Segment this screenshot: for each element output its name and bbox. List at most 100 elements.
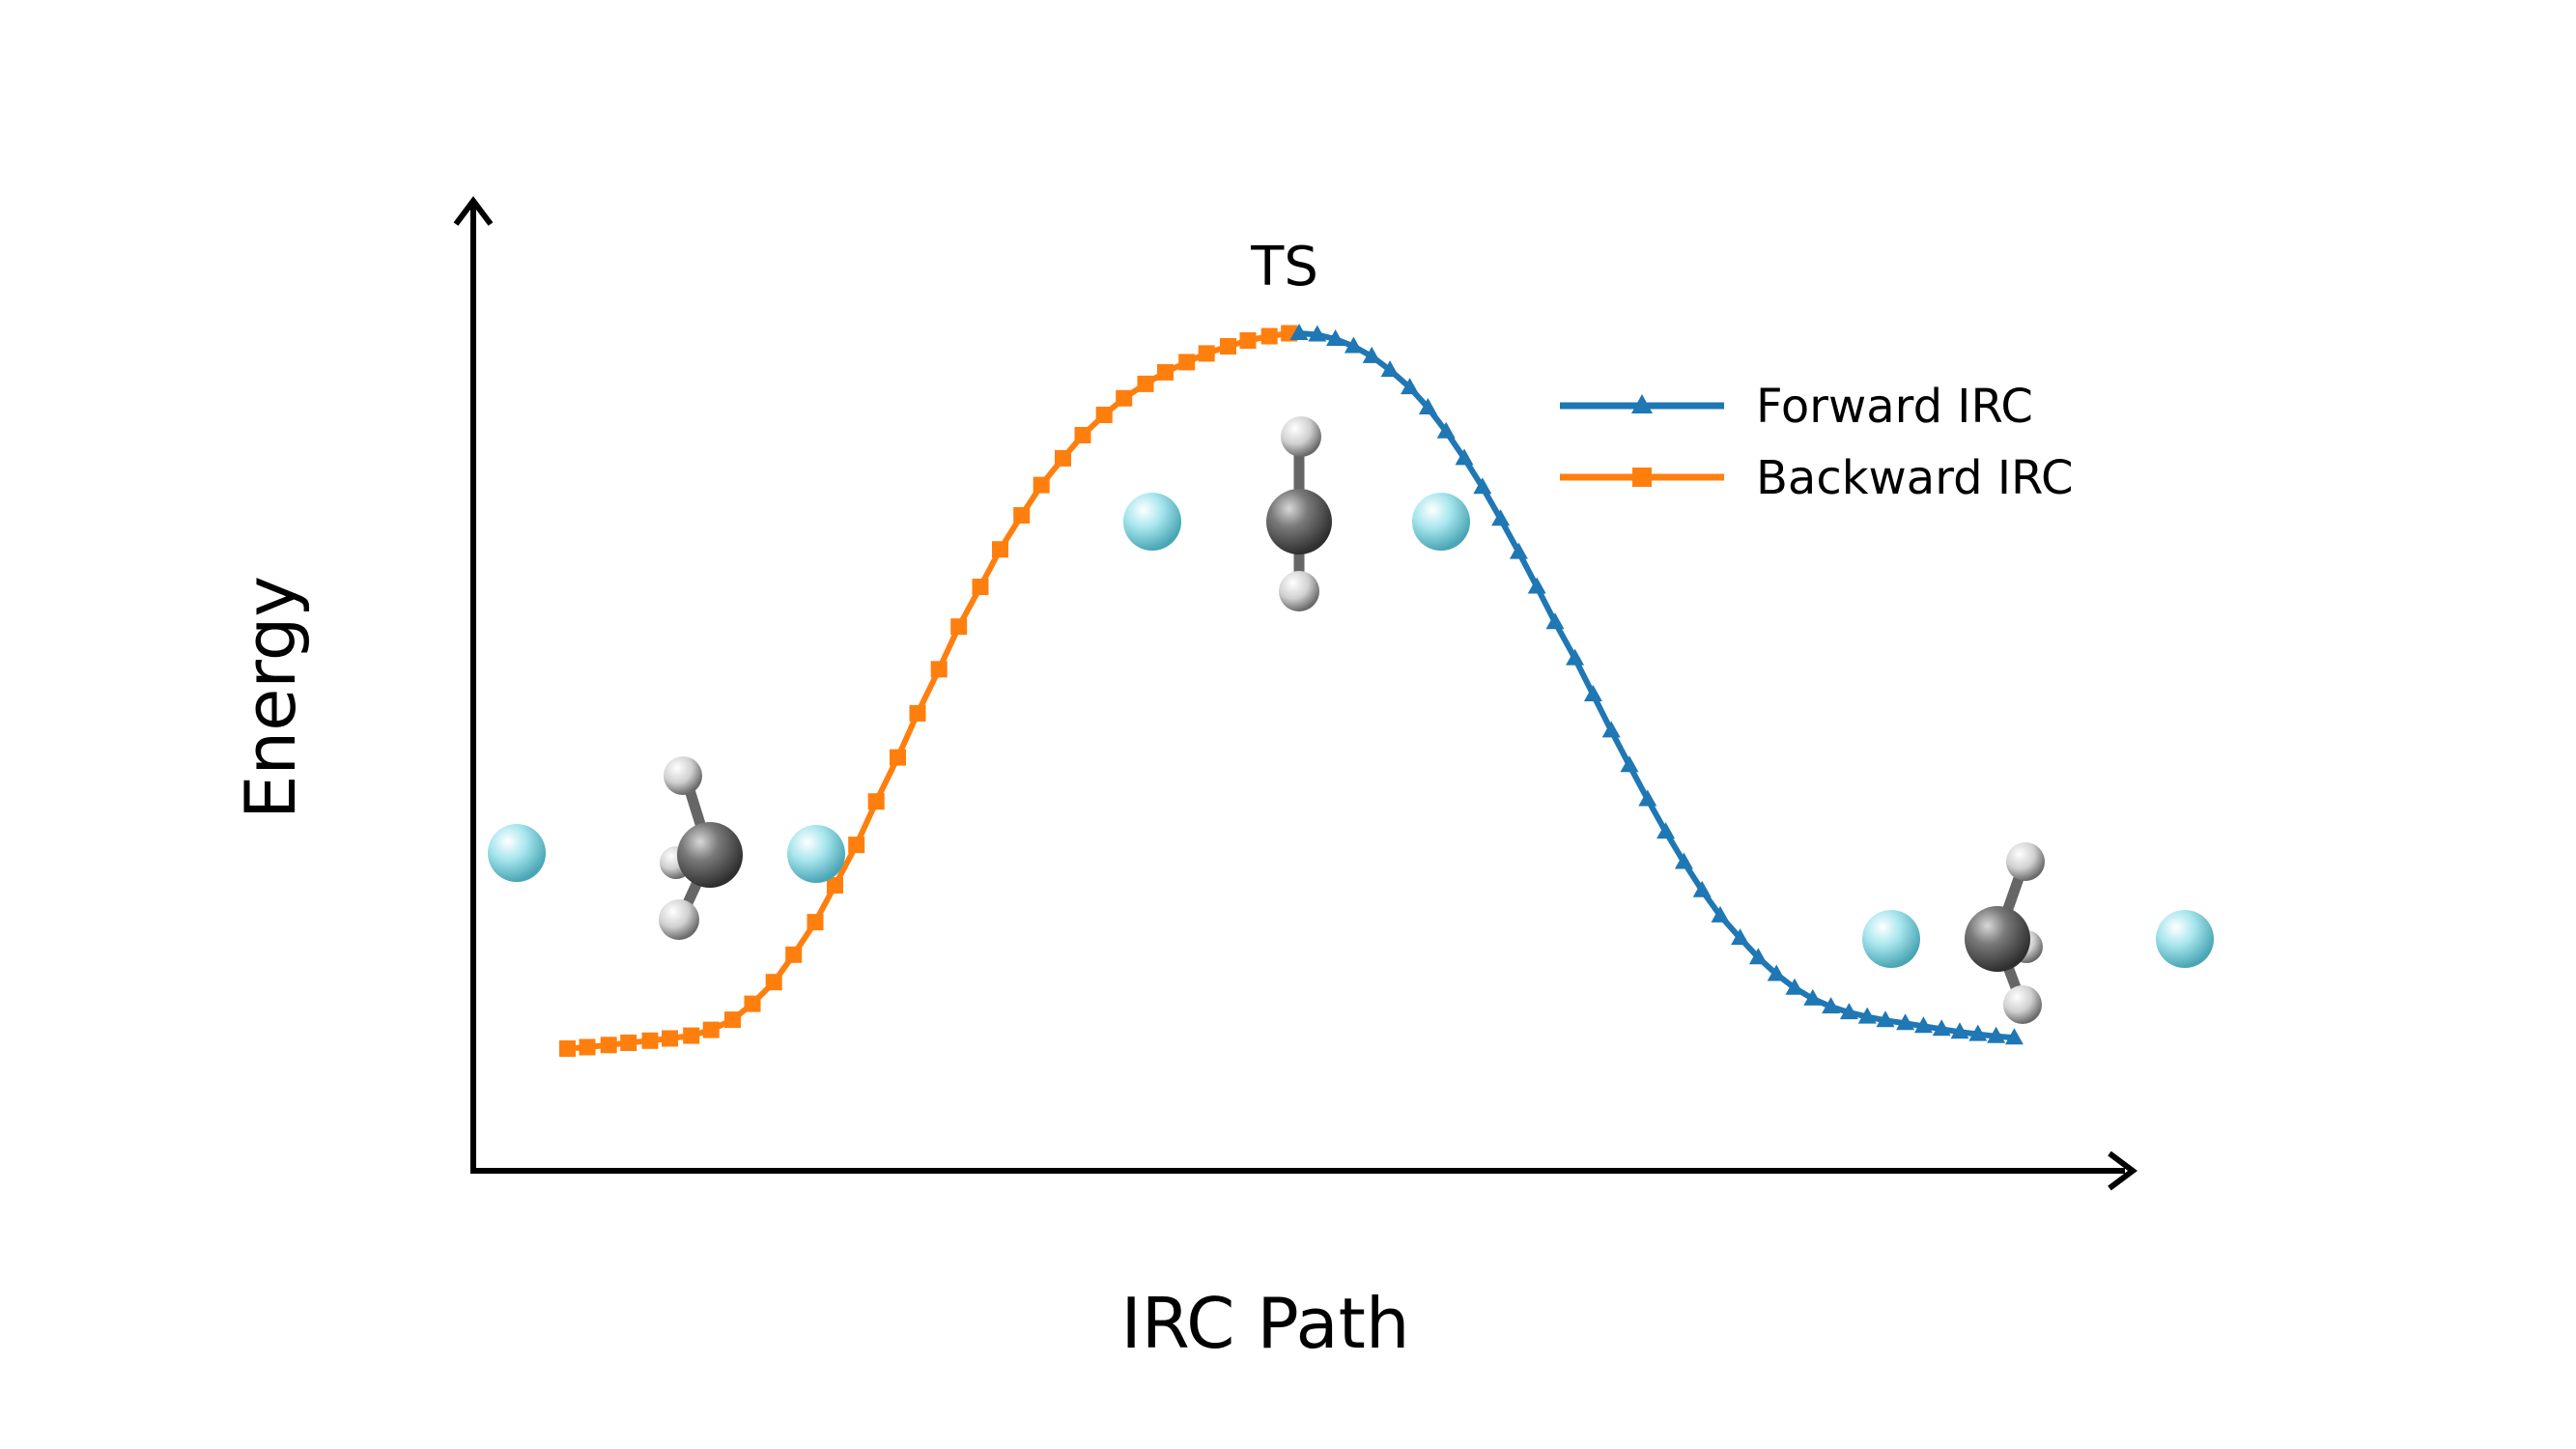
data-point-backward-irc	[1178, 354, 1196, 371]
data-point-forward-irc	[1822, 997, 1841, 1014]
fluorine-atom	[1862, 910, 1920, 968]
legend-item-forward: Forward IRC	[1560, 380, 2033, 434]
data-point-backward-irc	[807, 914, 824, 931]
legend-backward-marker	[1632, 468, 1652, 487]
data-point-forward-irc	[1839, 1003, 1858, 1020]
data-point-backward-irc	[702, 1021, 720, 1038]
data-point-backward-irc	[724, 1011, 741, 1029]
data-point-backward-irc	[641, 1032, 659, 1049]
data-point-forward-irc	[1913, 1016, 1933, 1034]
data-point-forward-irc	[1566, 648, 1585, 666]
carbon-atom	[1266, 489, 1332, 554]
data-point-backward-irc	[1157, 363, 1174, 381]
reactant-molecule	[488, 756, 845, 940]
data-point-backward-irc	[785, 946, 803, 963]
data-point-forward-irc	[1656, 822, 1676, 839]
data-point-backward-irc	[559, 1040, 576, 1057]
fluorine-atom	[1412, 493, 1470, 551]
data-point-backward-irc	[579, 1038, 596, 1056]
hydrogen-atom	[664, 756, 702, 795]
data-point-backward-irc	[1033, 476, 1050, 494]
data-point-forward-irc	[1711, 905, 1730, 923]
data-point-backward-irc	[930, 661, 948, 678]
carbon-atom	[1965, 906, 2030, 972]
fluorine-atom	[488, 824, 546, 882]
x-axis-title: IRC Path	[1120, 1283, 1409, 1364]
data-point-backward-irc	[765, 974, 782, 991]
data-point-backward-irc	[1116, 389, 1133, 407]
data-point-forward-irc	[1436, 421, 1456, 439]
data-point-forward-irc	[1491, 509, 1511, 526]
data-point-forward-irc	[1455, 448, 1474, 466]
legend: Forward IRC Backward IRC	[1560, 380, 2073, 505]
data-point-backward-irc	[1260, 327, 1278, 345]
data-point-forward-irc	[1950, 1022, 1969, 1039]
series-layer	[559, 324, 2024, 1057]
y-axis-title: Energy	[230, 576, 311, 819]
axes	[453, 196, 2137, 1191]
data-point-backward-irc	[1074, 427, 1091, 443]
data-point-forward-irc	[1857, 1007, 1877, 1024]
data-point-forward-irc	[2004, 1028, 2024, 1045]
data-point-forward-irc	[1896, 1013, 1915, 1031]
data-point-forward-irc	[1418, 398, 1437, 414]
hydrogen-atom	[1281, 416, 1321, 457]
data-point-forward-irc	[1601, 721, 1621, 738]
product-molecule	[1862, 842, 2214, 1024]
hydrogen-atom	[2003, 985, 2042, 1024]
data-point-backward-irc	[1239, 332, 1257, 349]
data-point-forward-irc	[1987, 1026, 2006, 1043]
data-point-forward-irc	[1326, 329, 1345, 346]
fluorine-atom	[1123, 493, 1181, 551]
series-backward-irc	[559, 325, 1298, 1057]
data-point-forward-irc	[1308, 325, 1327, 342]
data-point-backward-irc	[972, 579, 989, 595]
legend-item-backward: Backward IRC	[1560, 451, 2073, 505]
x-axis-arrowhead	[2108, 1151, 2137, 1191]
data-point-forward-irc	[1876, 1010, 1895, 1028]
series-line-forward-irc	[1298, 330, 2015, 1041]
data-point-forward-irc	[1803, 988, 1823, 1006]
data-point-forward-irc	[1748, 948, 1768, 965]
data-point-forward-irc	[1785, 978, 1804, 995]
data-point-forward-irc	[1527, 577, 1546, 594]
ts-molecule	[1123, 416, 1470, 611]
data-point-backward-irc	[1137, 375, 1154, 392]
data-point-forward-irc	[1620, 755, 1639, 773]
hydrogen-atom	[1279, 571, 1319, 611]
ts-annotation: TS	[1250, 236, 1318, 298]
data-point-forward-irc	[1401, 378, 1420, 395]
series-forward-irc	[1289, 324, 2024, 1045]
data-point-forward-irc	[1362, 346, 1381, 363]
data-point-backward-irc	[827, 877, 843, 894]
data-point-backward-irc	[867, 793, 885, 810]
data-point-backward-irc	[890, 749, 906, 766]
data-point-forward-irc	[1545, 612, 1565, 630]
hydrogen-atom	[2006, 842, 2045, 881]
data-point-backward-irc	[683, 1027, 700, 1044]
data-point-backward-irc	[1198, 345, 1215, 362]
legend-forward-label: Forward IRC	[1756, 380, 2033, 434]
carbon-atom	[677, 822, 743, 888]
data-point-backward-irc	[1220, 338, 1236, 355]
data-point-forward-irc	[1692, 880, 1712, 897]
data-point-backward-irc	[1055, 449, 1071, 467]
series-line-backward-irc	[567, 330, 1290, 1052]
fluorine-atom	[787, 825, 845, 883]
data-point-backward-irc	[950, 618, 968, 636]
data-point-forward-irc	[1509, 542, 1528, 559]
data-point-forward-irc	[1583, 685, 1602, 701]
data-point-backward-irc	[744, 995, 761, 1012]
data-point-backward-irc	[909, 704, 926, 722]
data-point-forward-irc	[1674, 852, 1693, 869]
data-point-forward-irc	[1731, 928, 1750, 946]
data-point-backward-irc	[620, 1035, 637, 1051]
data-point-backward-irc	[992, 541, 1008, 558]
fluorine-atom	[2156, 910, 2214, 968]
data-point-forward-irc	[1289, 324, 1309, 340]
data-point-backward-irc	[848, 837, 865, 854]
data-point-backward-irc	[1013, 507, 1031, 524]
data-point-backward-irc	[1095, 407, 1113, 423]
y-axis-arrowhead	[453, 196, 494, 226]
